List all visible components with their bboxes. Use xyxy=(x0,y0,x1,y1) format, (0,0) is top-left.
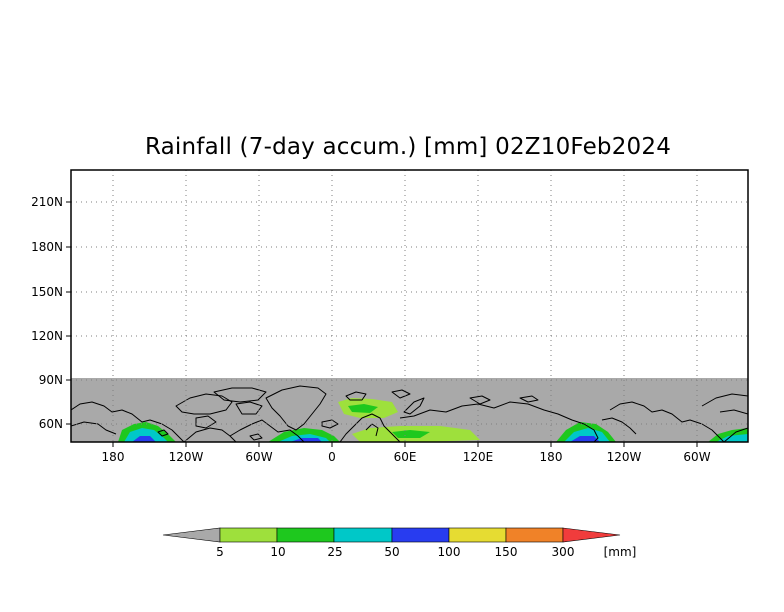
colorbar-segment xyxy=(448,527,507,543)
x-tick-label: 180 xyxy=(102,450,125,464)
x-axis: 180 120W 60W 0 60E 120E 180 120W 60W xyxy=(102,442,711,464)
colorbar-segment xyxy=(276,527,335,543)
colorbar-segment xyxy=(219,527,278,543)
colorbar-label: 10 xyxy=(270,545,285,559)
y-tick-label: 90N xyxy=(39,373,63,387)
y-tick-label: 180N xyxy=(31,240,63,254)
y-tick-label: 150N xyxy=(31,285,63,299)
colorbar-segment xyxy=(333,527,393,543)
colorbar-label: 25 xyxy=(327,545,342,559)
colorbar-segment xyxy=(505,527,564,543)
colorbar-segment xyxy=(391,527,450,543)
x-tick-label: 60W xyxy=(683,450,710,464)
colorbar-unit: [mm] xyxy=(604,545,637,559)
colorbar-label: 150 xyxy=(495,545,518,559)
x-tick-label: 120W xyxy=(607,450,642,464)
coastlines xyxy=(71,385,748,442)
colorbar-label: 100 xyxy=(438,545,461,559)
x-tick-label: 120E xyxy=(463,450,494,464)
y-tick-label: 120N xyxy=(31,329,63,343)
y-tick-label: 210N xyxy=(31,195,63,209)
rainfall-patches xyxy=(118,398,748,442)
x-tick-label: 0 xyxy=(328,450,336,464)
graticule xyxy=(71,170,748,442)
colorbar-under-arrow xyxy=(162,527,221,543)
x-tick-label: 180 xyxy=(540,450,563,464)
x-tick-label: 60E xyxy=(394,450,417,464)
y-tick-label: 60N xyxy=(39,417,63,431)
colorbar-label: 50 xyxy=(384,545,399,559)
colorbar-label: 5 xyxy=(216,545,224,559)
y-axis: 210N 180N 150N 120N 90N 60N xyxy=(31,195,71,431)
x-tick-label: 120W xyxy=(169,450,204,464)
colorbar-label: 300 xyxy=(552,545,575,559)
map-title: Rainfall (7-day accum.) [mm] 02Z10Feb202… xyxy=(144,134,672,160)
colorbar-over-arrow xyxy=(562,527,621,543)
x-tick-label: 60W xyxy=(245,450,272,464)
plot-frame xyxy=(70,169,749,443)
colorbar: 5 10 25 50 100 150 300 [mm] xyxy=(162,527,637,559)
